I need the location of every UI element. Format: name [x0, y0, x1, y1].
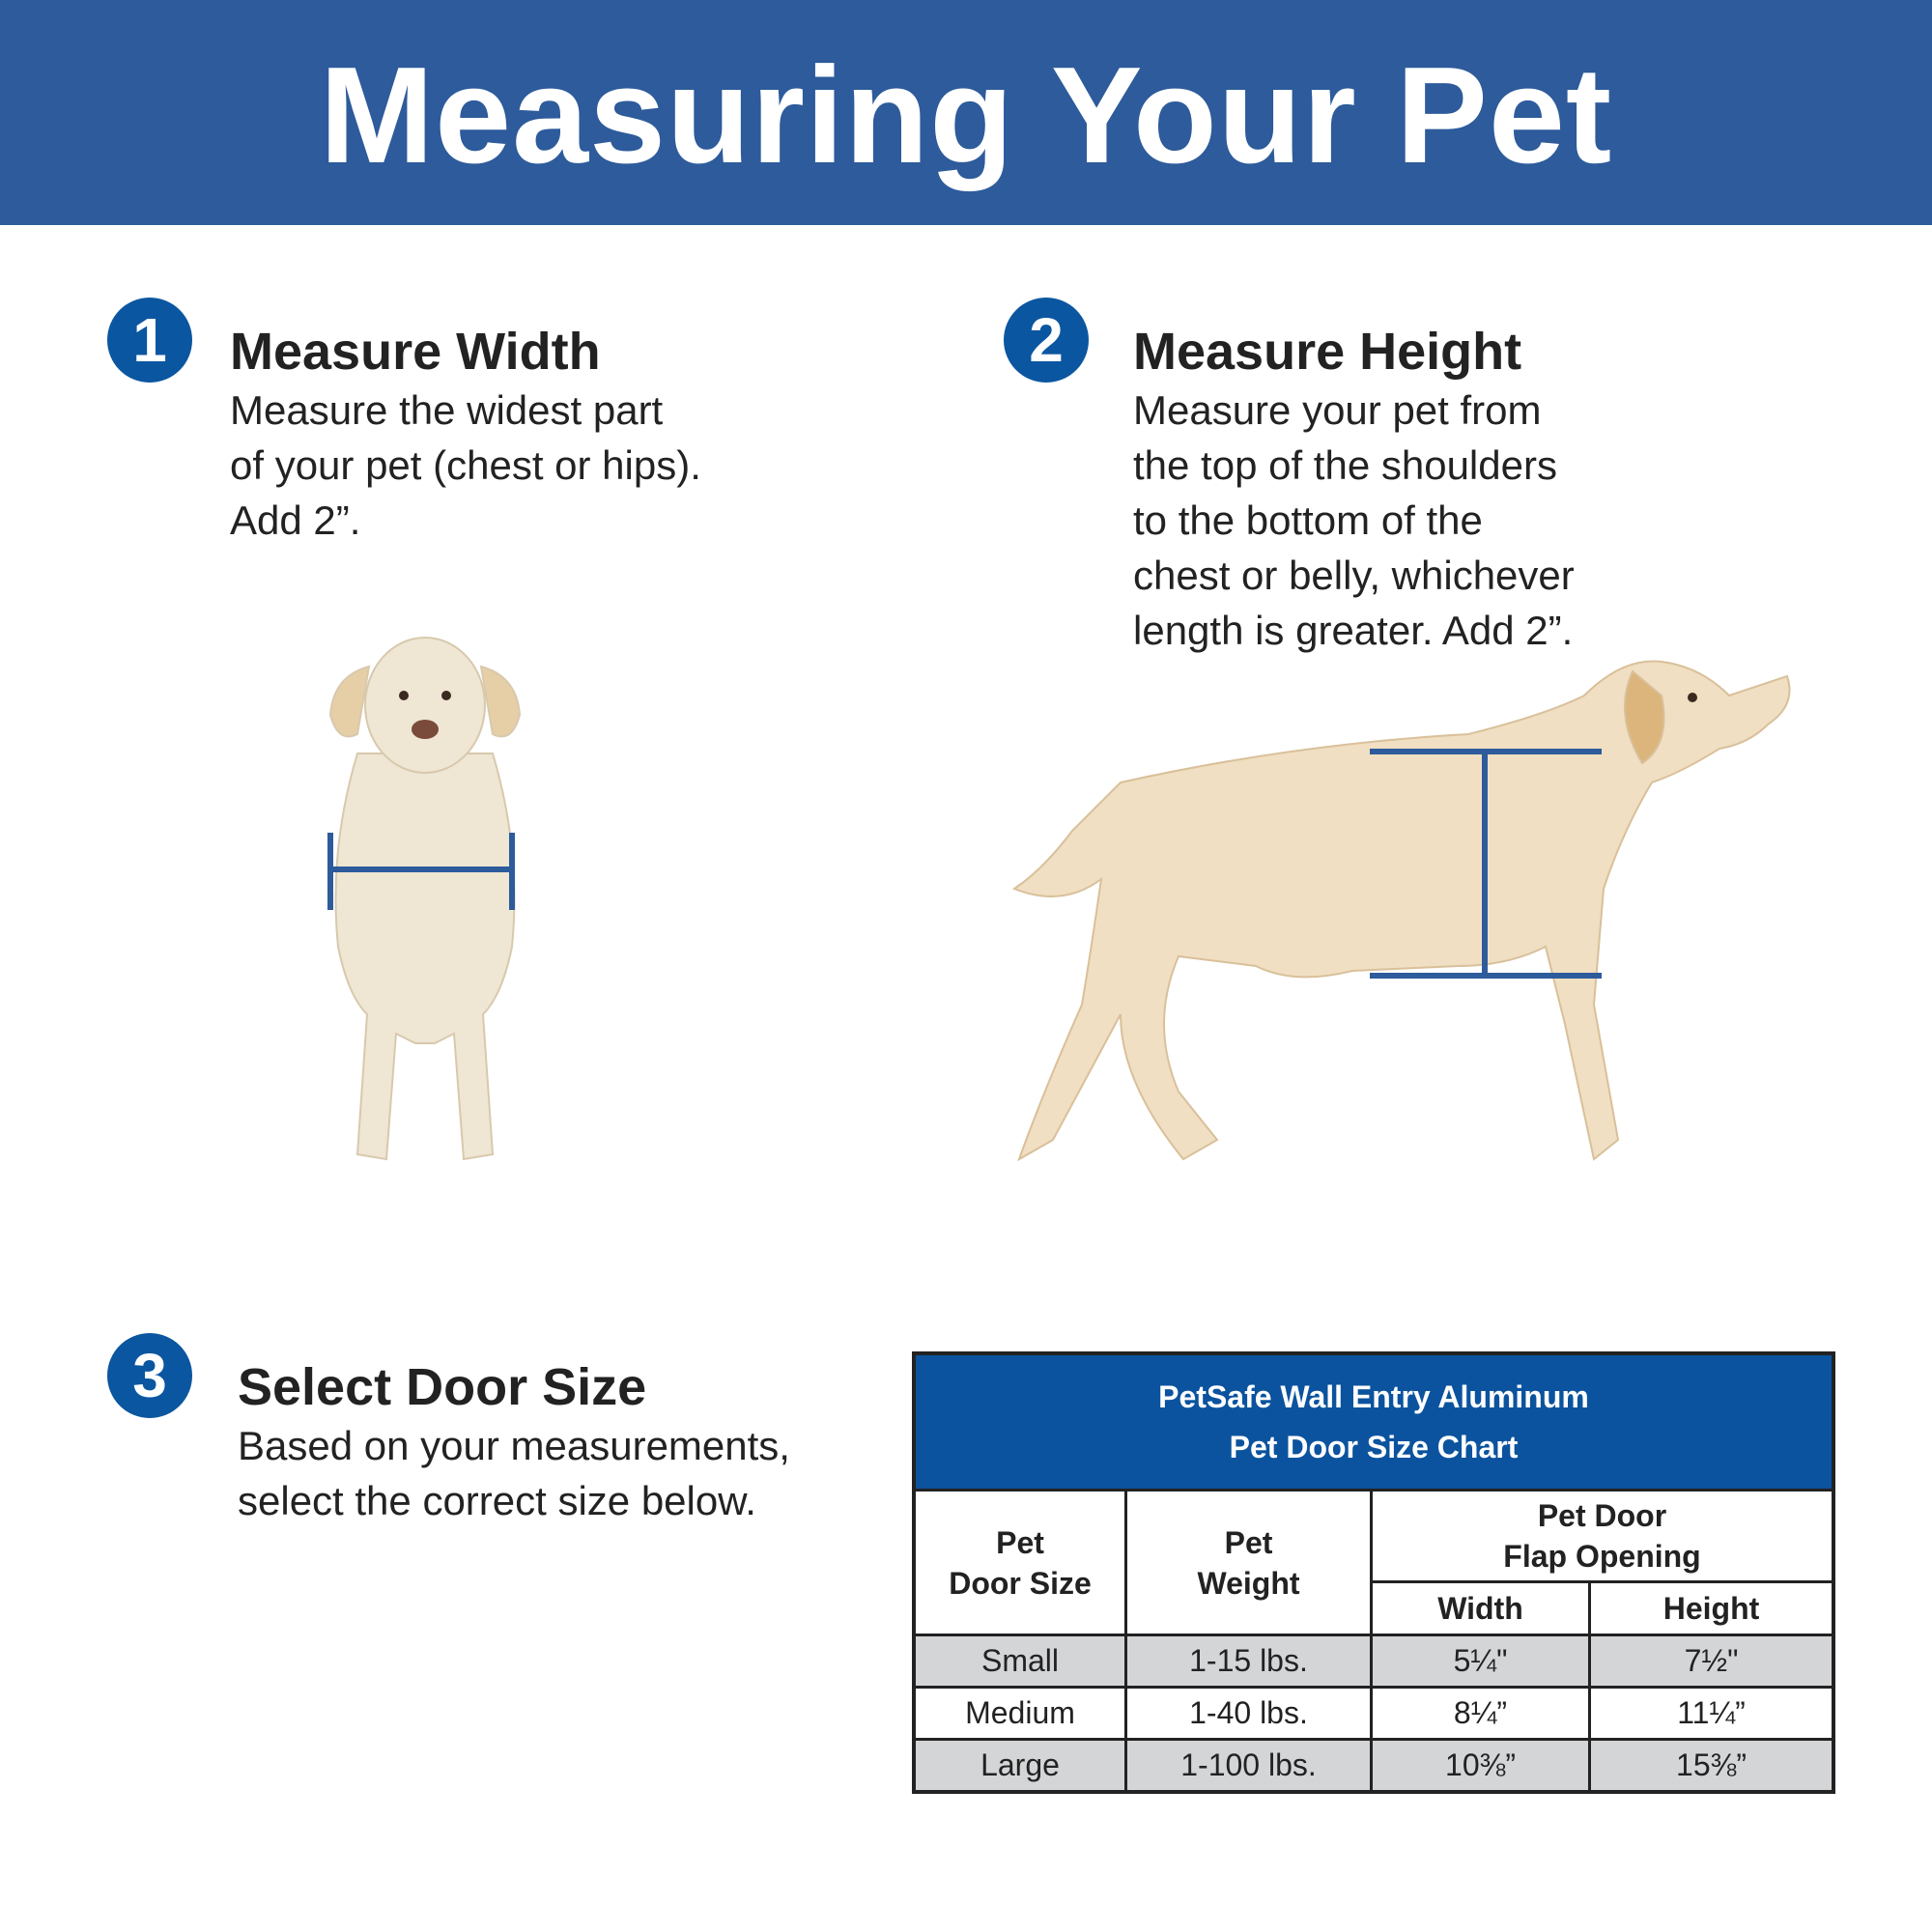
table-title: PetSafe Wall Entry Aluminum Pet Door Siz… — [912, 1351, 1835, 1492]
cell-weight: 1-100 lbs. — [1124, 1738, 1373, 1794]
step-1-title: Measure Width — [230, 323, 601, 381]
step-1-line: of your pet (chest or hips). — [230, 442, 701, 488]
step-2-line: Measure your pet from — [1133, 387, 1542, 433]
step-1: Measure Width Measure the widest part of… — [230, 321, 701, 548]
cell-height: 15⅜” — [1588, 1738, 1835, 1794]
cell-height: 11¼” — [1588, 1686, 1835, 1741]
height-measure-line — [1370, 749, 1602, 979]
header-width: Width — [1370, 1580, 1591, 1636]
cell-weight: 1-15 lbs. — [1124, 1634, 1373, 1689]
cell-size: Small — [912, 1634, 1127, 1689]
table-title-line: PetSafe Wall Entry Aluminum — [1158, 1379, 1589, 1414]
step-2-badge: 2 — [1004, 298, 1089, 383]
header-door-size: Pet Door Size — [912, 1489, 1127, 1636]
step-3-badge: 3 — [107, 1333, 192, 1418]
step-3: Select Door Size Based on your measureme… — [238, 1356, 790, 1528]
step-3-line: select the correct size below. — [238, 1478, 756, 1523]
step-1-line: Add 2”. — [230, 497, 361, 543]
step-3-title: Select Door Size — [238, 1358, 647, 1416]
cell-size: Medium — [912, 1686, 1127, 1741]
header-band: Measuring Your Pet — [0, 0, 1932, 225]
header-height: Height — [1588, 1580, 1835, 1636]
step-2-line: the top of the shoulders — [1133, 442, 1557, 488]
step-1-badge: 1 — [107, 298, 192, 383]
step-1-line: Measure the widest part — [230, 387, 664, 433]
size-chart-table: PetSafe Wall Entry Aluminum Pet Door Siz… — [912, 1351, 1835, 1794]
side-dog-image — [1011, 660, 1791, 1162]
front-dog-image — [327, 637, 522, 1161]
width-measure-line — [327, 833, 515, 910]
table-title-line: Pet Door Size Chart — [1229, 1430, 1519, 1464]
cell-weight: 1-40 lbs. — [1124, 1686, 1373, 1741]
cell-width: 8¼” — [1370, 1686, 1591, 1741]
step-2-line: length is greater. Add 2”. — [1133, 608, 1574, 653]
header-weight: Pet Weight — [1124, 1489, 1373, 1636]
cell-height: 7½" — [1588, 1634, 1835, 1689]
step-3-line: Based on your measurements, — [238, 1423, 790, 1468]
step-2-line: to the bottom of the — [1133, 497, 1483, 543]
cell-width: 5¼" — [1370, 1634, 1591, 1689]
step-2-line: chest or belly, whichever — [1133, 553, 1575, 598]
table-row: Small 1-15 lbs. 5¼" 7½" — [912, 1634, 1835, 1689]
table-row: Medium 1-40 lbs. 8¼” 11¼” — [912, 1686, 1835, 1741]
step-2-title: Measure Height — [1133, 323, 1522, 381]
cell-size: Large — [912, 1738, 1127, 1794]
table-row: Large 1-100 lbs. 10⅜” 15⅜” — [912, 1738, 1835, 1794]
step-2: Measure Height Measure your pet from the… — [1133, 321, 1575, 658]
header-flap-opening: Pet Door Flap Opening — [1370, 1489, 1835, 1583]
cell-width: 10⅜” — [1370, 1738, 1591, 1794]
page-title: Measuring Your Pet — [319, 39, 1613, 192]
